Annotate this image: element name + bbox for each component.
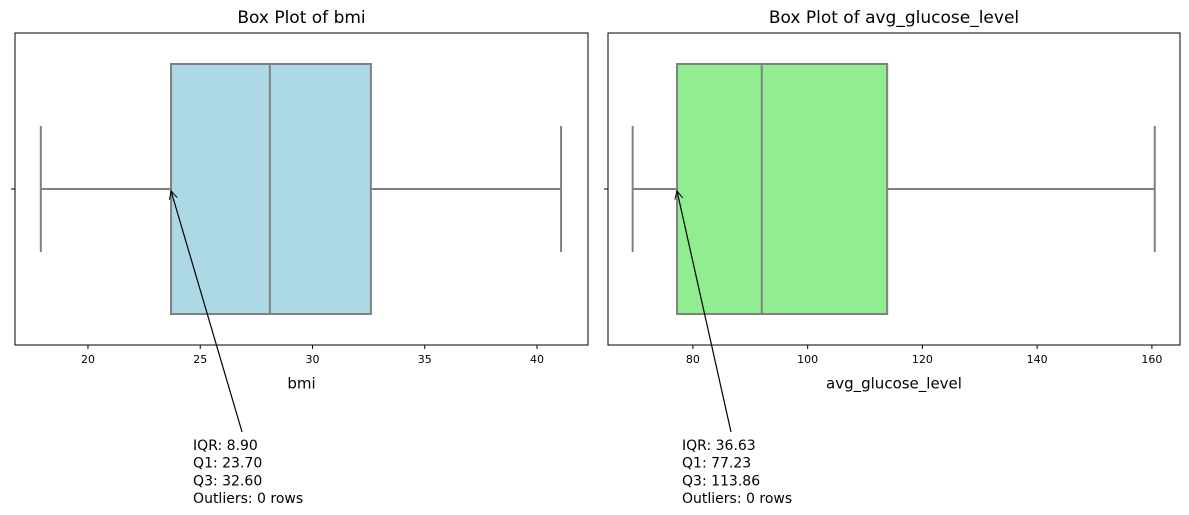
- annotation: Q3: 113.86: [682, 473, 760, 489]
- x-tick-label: 20: [81, 353, 95, 366]
- annotation: IQR: 36.63: [682, 438, 756, 454]
- x-tick-label: 40: [530, 353, 544, 366]
- x-tick-label: 25: [193, 353, 207, 366]
- x-tick-label: 100: [797, 353, 818, 366]
- annotation: Outliers: 0 rows: [193, 491, 303, 507]
- axes-frame: [14, 32, 589, 346]
- x-tick-label: 30: [306, 353, 320, 366]
- axes: Box Plot of avg_glucose_level 80 100 120 140…: [604, 8, 1181, 507]
- axes-title: Box Plot of avg_glucose_level: [769, 8, 1019, 28]
- annotation: IQR: 8.90: [193, 438, 258, 454]
- box: [170, 63, 372, 315]
- x-tick-label: 80: [686, 353, 700, 366]
- annotation-arrow: [677, 191, 732, 433]
- box: [676, 63, 889, 315]
- annotation: Outliers: 0 rows: [682, 491, 792, 507]
- annotation-arrow: [171, 191, 243, 433]
- annotation: Q1: 77.23: [682, 456, 751, 472]
- x-tick-label: 140: [1027, 353, 1048, 366]
- axes-frame: [607, 32, 1181, 346]
- x-tick-label: 120: [912, 353, 933, 366]
- axes: Box Plot of bmi 20 25 30 35 40 bmi IQR: 8.90 Q1:…: [11, 8, 589, 507]
- annotation: Q1: 23.70: [193, 456, 262, 472]
- axes-title: Box Plot of bmi: [237, 8, 365, 28]
- annotation: Q3: 32.60: [193, 473, 262, 489]
- x-axis-label: avg_glucose_level: [826, 375, 962, 394]
- x-tick-label: 35: [418, 353, 432, 366]
- x-tick-label: 160: [1141, 353, 1162, 366]
- x-axis-label: bmi: [287, 375, 315, 393]
